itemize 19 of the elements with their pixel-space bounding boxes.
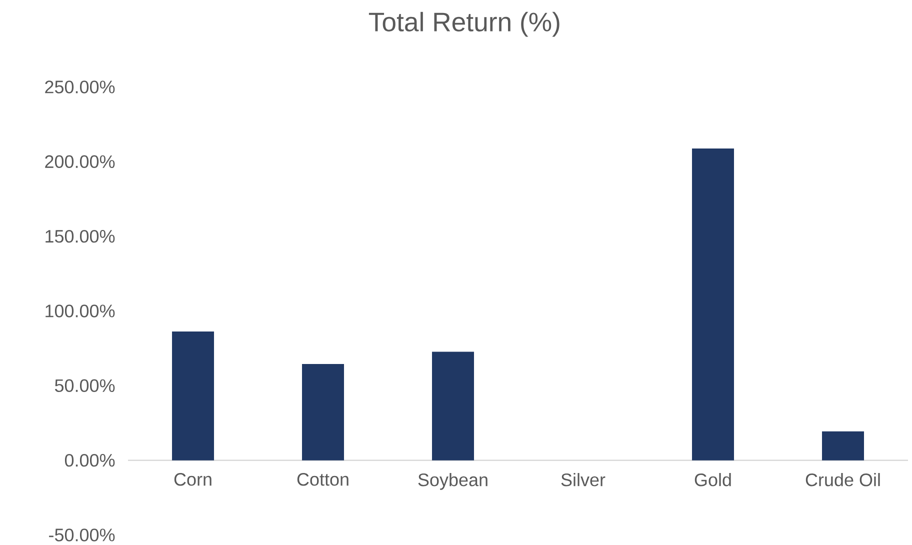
y-tick-label: -50.00% — [49, 528, 115, 542]
bar — [692, 148, 734, 460]
y-tick-label: 0.00% — [64, 454, 115, 467]
x-tick-label: Corn — [174, 473, 212, 486]
y-tick-label: 200.00% — [45, 155, 115, 168]
bar — [302, 364, 344, 460]
y-tick-label: 50.00% — [54, 379, 115, 392]
x-tick-label: Cotton — [297, 473, 348, 486]
chart-title: Total Return (%) — [368, 12, 560, 37]
bar — [432, 352, 474, 460]
bar — [822, 431, 864, 460]
y-tick-label: 150.00% — [46, 230, 115, 243]
x-tick-label: Gold — [694, 473, 731, 486]
y-tick-label: 100.00% — [46, 304, 115, 318]
y-tick-label: 250.00% — [45, 80, 115, 94]
x-tick-label: Silver — [561, 473, 606, 486]
x-tick-label: Crude Oil — [806, 473, 880, 486]
bar — [172, 331, 214, 460]
x-tick-label: Soybean — [418, 473, 488, 490]
